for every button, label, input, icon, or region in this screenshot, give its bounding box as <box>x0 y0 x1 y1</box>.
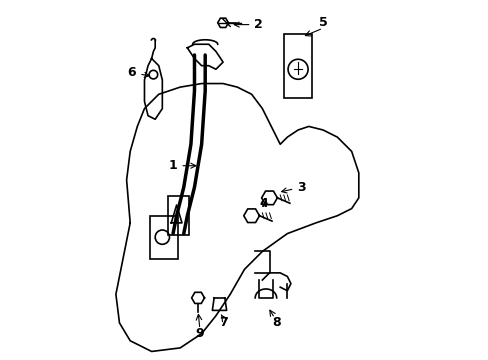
Text: 8: 8 <box>272 316 281 329</box>
Text: 2: 2 <box>234 18 263 31</box>
Text: 9: 9 <box>195 327 204 340</box>
Text: 1: 1 <box>168 159 195 172</box>
Text: 4: 4 <box>259 197 268 210</box>
Text: 6: 6 <box>127 66 149 79</box>
Text: 3: 3 <box>281 181 305 194</box>
Bar <box>283 33 312 98</box>
Bar <box>149 216 178 258</box>
Bar <box>167 196 189 235</box>
Text: 5: 5 <box>318 16 327 29</box>
Text: 7: 7 <box>218 316 227 329</box>
